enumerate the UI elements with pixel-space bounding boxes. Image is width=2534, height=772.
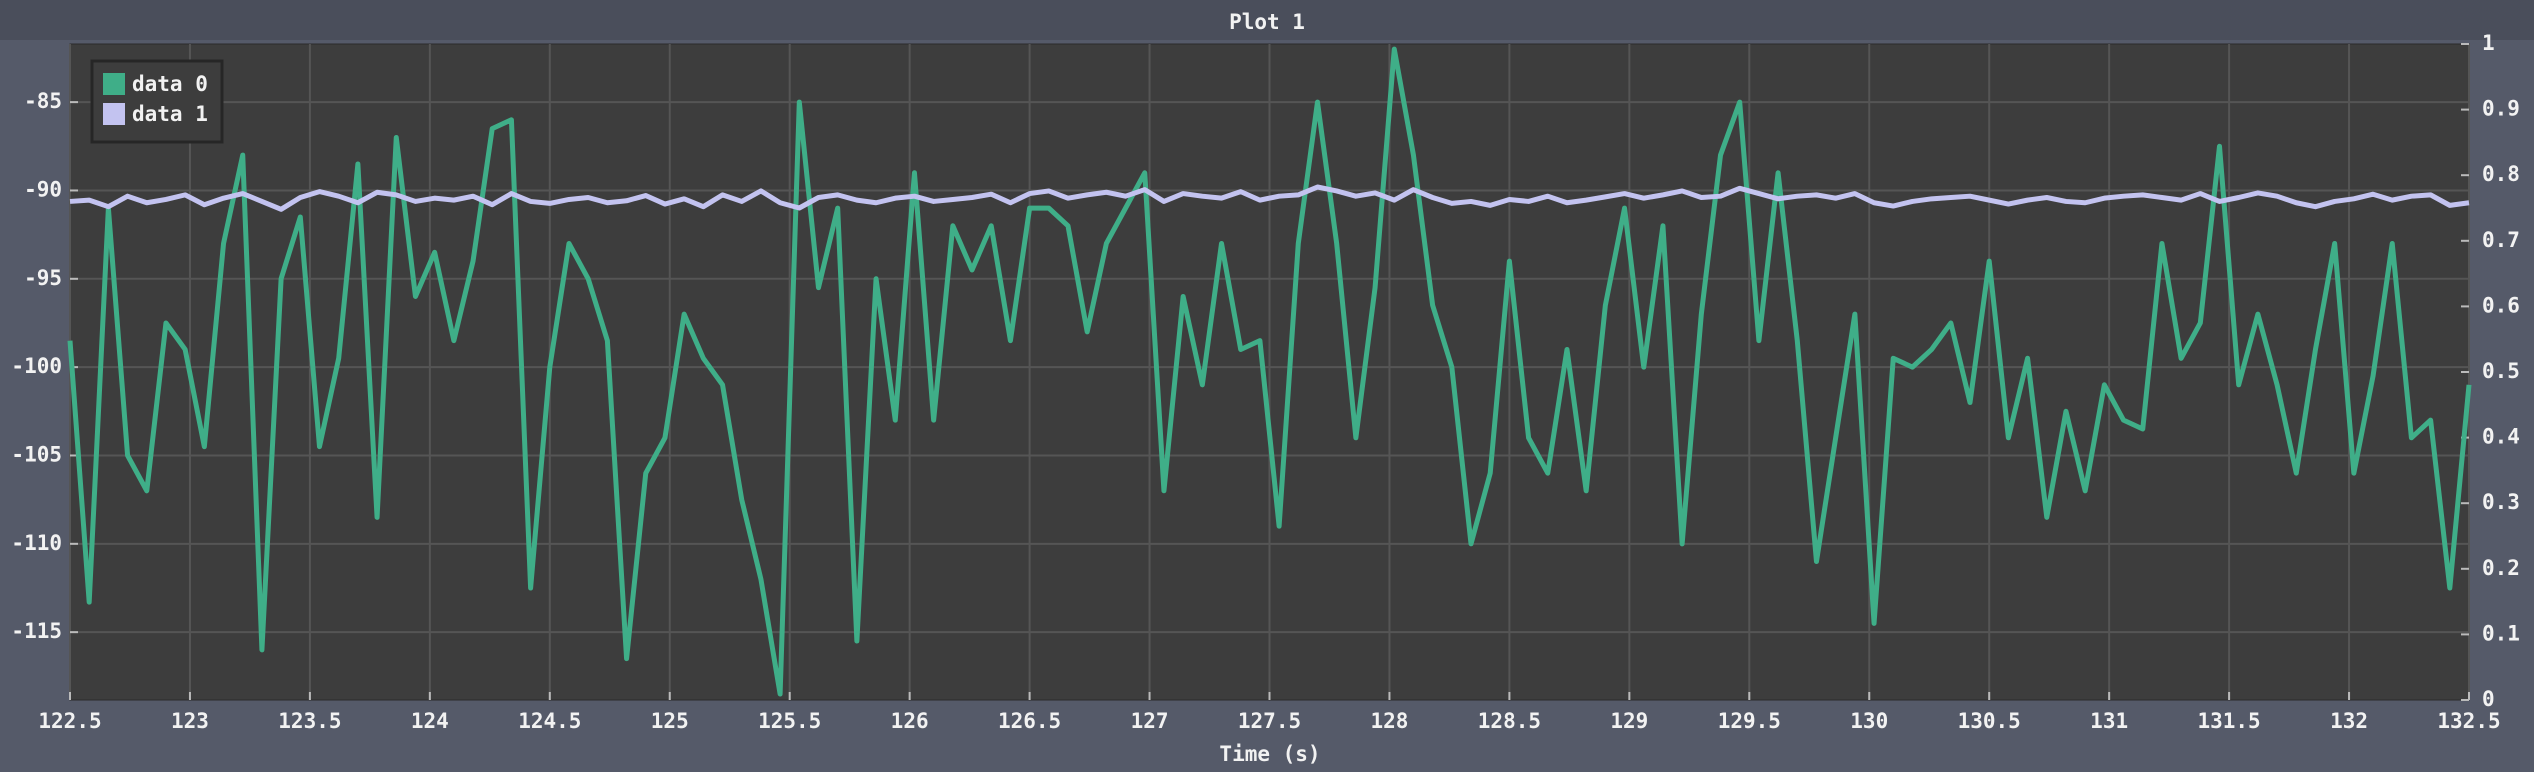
x-tick-label: 131	[2090, 709, 2128, 733]
legend-label: data 1	[132, 102, 208, 126]
y2-tick-label: 0.7	[2482, 228, 2520, 252]
chart-title: Plot 1	[1229, 10, 1305, 34]
y-tick-label: -90	[24, 177, 62, 201]
y2-tick-label: 0.9	[2482, 97, 2520, 121]
y2-tick-label: 0.3	[2482, 490, 2520, 514]
x-tick-label: 129.5	[1718, 709, 1781, 733]
x-tick-label: 123	[171, 709, 209, 733]
y2-tick-label: 0.5	[2482, 359, 2520, 383]
x-tick-label: 123.5	[278, 709, 341, 733]
x-tick-label: 125	[651, 709, 689, 733]
x-tick-label: 132.5	[2437, 709, 2500, 733]
y-tick-label: -95	[24, 266, 62, 290]
x-tick-label: 128	[1370, 709, 1408, 733]
x-tick-label: 122.5	[38, 709, 101, 733]
x-axis-label: Time (s)	[1219, 742, 1320, 766]
y2-tick-label: 0.1	[2482, 621, 2520, 645]
x-tick-label: 124	[411, 709, 449, 733]
title-bar	[0, 0, 2534, 40]
y2-tick-label: 0.8	[2482, 162, 2520, 186]
x-tick-label: 126	[891, 709, 929, 733]
y2-tick-label: 0	[2482, 687, 2495, 711]
x-tick-label: 129	[1610, 709, 1648, 733]
x-tick-label: 130	[1850, 709, 1888, 733]
data-line	[69, 184, 2470, 212]
x-tick-label: 130.5	[1958, 709, 2021, 733]
legend-swatch	[103, 103, 125, 125]
data-line	[67, 46, 2472, 697]
y2-tick-label: 0.4	[2482, 425, 2520, 449]
y2-tick-label: 0.2	[2482, 556, 2520, 580]
x-tick-label: 127.5	[1238, 709, 1301, 733]
x-tick-label: 128.5	[1478, 709, 1541, 733]
y-tick-label: -85	[24, 89, 62, 113]
y-tick-label: -110	[11, 531, 62, 555]
y2-tick-label: 0.6	[2482, 293, 2520, 317]
y-tick-label: -105	[11, 442, 62, 466]
x-tick-label: 127	[1131, 709, 1169, 733]
x-tick-label: 131.5	[2197, 709, 2260, 733]
y-tick-label: -100	[11, 354, 62, 378]
y-tick-label: -115	[11, 619, 62, 643]
x-tick-label: 125.5	[758, 709, 821, 733]
x-tick-label: 132	[2330, 709, 2368, 733]
legend-label: data 0	[132, 72, 208, 96]
legend-swatch	[103, 73, 125, 95]
x-tick-label: 126.5	[998, 709, 1061, 733]
x-tick-label: 124.5	[518, 709, 581, 733]
y2-tick-label: 1	[2482, 31, 2495, 55]
